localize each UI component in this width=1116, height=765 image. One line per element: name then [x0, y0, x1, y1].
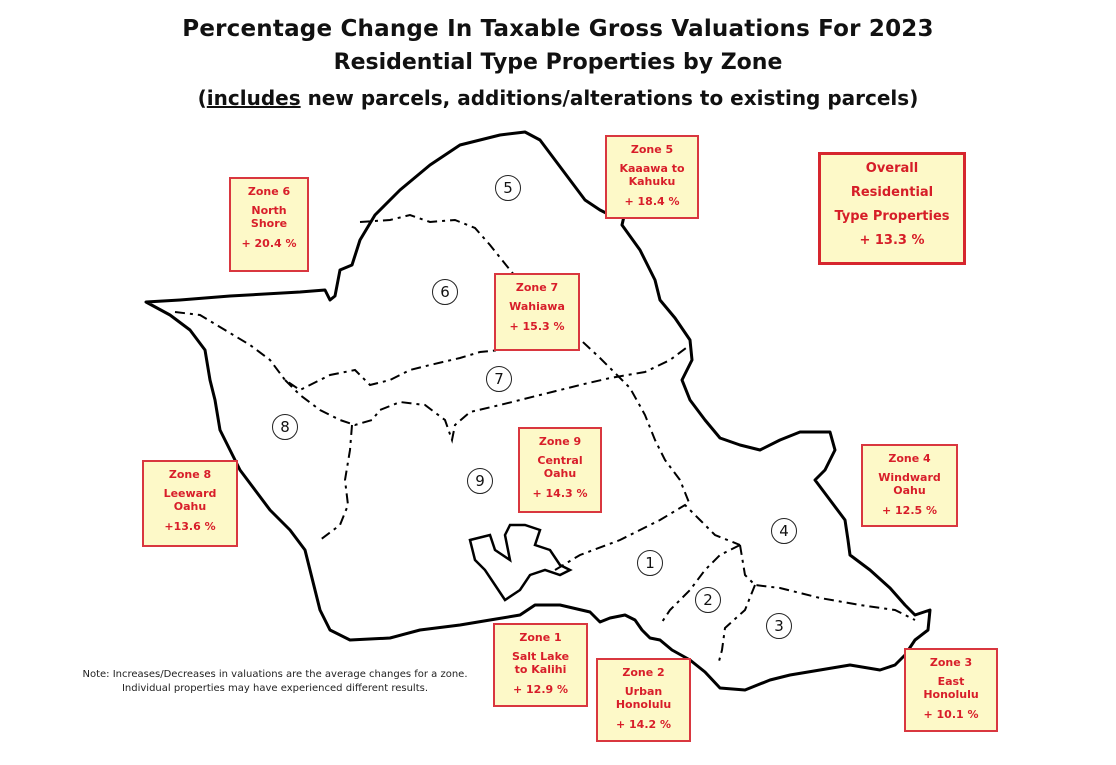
zone-name-2: Kahuku: [628, 175, 676, 188]
zone-value: + 20.4 %: [241, 237, 297, 250]
zone-8-box: Zone 8 Leeward Oahu +13.6 %: [142, 460, 238, 547]
zone-6-box: Zone 6 North Shore + 20.4 %: [229, 177, 309, 272]
zone-name-2: Honolulu: [615, 698, 672, 711]
island-outline: [144, 130, 932, 692]
title-line-1: Percentage Change In Taxable Gross Valua…: [182, 16, 934, 42]
zone-title: Zone 4: [888, 452, 931, 465]
zone-name-1: Salt Lake: [511, 650, 570, 663]
title-includes: includes: [206, 86, 301, 110]
zone-name-1: Central: [537, 454, 583, 467]
zone-title: Zone 8: [168, 468, 212, 481]
zone-name-1: East: [937, 675, 965, 688]
zone-name-2: Shore: [250, 217, 288, 230]
zone-name-2: to Kalihi: [514, 663, 567, 676]
zone-name-1: Leeward: [163, 487, 217, 500]
title-paren: (: [197, 86, 207, 110]
zone-2-box: Zone 2 Urban Honolulu + 14.2 %: [596, 658, 691, 742]
zone-title: Zone 6: [247, 185, 291, 198]
zone-5-box: Zone 5 Kaaawa to Kahuku + 18.4 %: [605, 135, 699, 219]
map-label-zone-7: 7: [486, 366, 512, 392]
zone-title: Zone 7: [515, 281, 559, 294]
map-label-zone-8: 8: [272, 414, 298, 440]
zone-4-box: Zone 4 Windward Oahu + 12.5 %: [861, 444, 958, 527]
zone-name-2: Honolulu: [923, 688, 979, 701]
map-label-zone-9: 9: [467, 468, 493, 494]
zone-value: + 14.2 %: [615, 718, 672, 731]
zone-title: Zone 5: [630, 143, 674, 156]
map-label-zone-5: 5: [495, 175, 521, 201]
zone-7-box: Zone 7 Wahiawa + 15.3 %: [494, 273, 580, 351]
zone-title: Zone 3: [929, 656, 973, 669]
zone-value: + 14.3 %: [532, 487, 588, 500]
zone-name-1: Kaaawa to: [619, 162, 685, 175]
pearl-harbor: [468, 523, 573, 602]
zone-title: Zone 1: [519, 631, 562, 644]
zone-name-1: Urban: [624, 685, 663, 698]
zone-title: Zone 2: [622, 666, 665, 679]
zone-value: + 15.3 %: [509, 320, 565, 333]
zone-name-1: North: [251, 204, 287, 217]
zone-name-2: Oahu: [543, 467, 577, 480]
zone-value: +13.6 %: [164, 520, 216, 533]
zone-name-2: Oahu: [893, 484, 926, 497]
zone-title: Zone 9: [538, 435, 582, 448]
map-label-zone-4: 4: [771, 518, 797, 544]
zone-3-box: Zone 3 East Honolulu + 10.1 %: [904, 648, 998, 732]
map-label-zone-2: 2: [695, 587, 721, 613]
zone-value: + 18.4 %: [624, 195, 680, 208]
footnote: Note: Increases/Decreases in valuations …: [82, 669, 468, 694]
title-line-3: (includes new parcels, additions/alterat…: [0, 86, 1116, 110]
overall-summary-box: Overall Residential Type Properties + 13…: [818, 152, 966, 265]
zone-9-box: Zone 9 Central Oahu + 14.3 %: [518, 427, 602, 513]
title-line-2: Residential Type Properties by Zone: [333, 50, 783, 75]
title-rest: new parcels, additions/alterations to ex…: [300, 86, 919, 110]
zone-name-1: Windward: [878, 471, 941, 484]
zone-name-2: Oahu: [173, 500, 207, 513]
zone-1-box: Zone 1 Salt Lake to Kalihi + 12.9 %: [493, 623, 588, 707]
overall-line-1: Overall: [865, 161, 919, 176]
map-label-zone-6: 6: [432, 279, 458, 305]
map-label-zone-1: 1: [637, 550, 663, 576]
overall-value: + 13.3 %: [859, 233, 925, 248]
map-label-zone-3: 3: [766, 613, 792, 639]
zone-value: + 10.1 %: [923, 708, 979, 721]
overall-line-2: Residential: [850, 185, 934, 200]
zone-name-1: Wahiawa: [509, 300, 565, 313]
zone-value: + 12.5 %: [881, 504, 938, 517]
overall-line-3: Type Properties: [834, 209, 950, 224]
zone-value: + 12.9 %: [512, 683, 569, 696]
